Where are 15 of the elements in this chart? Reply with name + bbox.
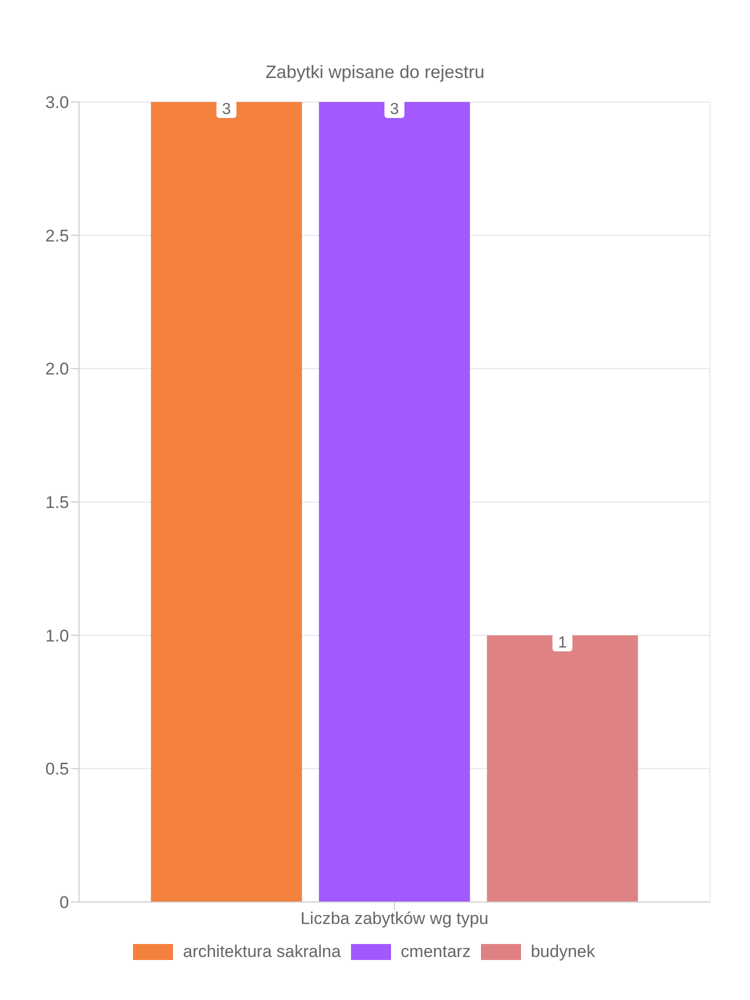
legend-label: budynek xyxy=(530,942,595,962)
y-tick-label: 3.0 xyxy=(45,93,69,112)
legend-label: architektura sakralna xyxy=(182,942,341,962)
y-tick-label: 0.5 xyxy=(45,760,69,779)
data-label: 3 xyxy=(222,101,231,118)
y-tick-label: 1.0 xyxy=(45,626,69,646)
y-tick-label: 2.0 xyxy=(45,360,69,379)
data-label: 3 xyxy=(390,101,399,118)
chart-title: Zabytki wpisane do rejestru xyxy=(264,62,486,84)
data-label: 1 xyxy=(558,634,567,652)
y-tick-label: 2.5 xyxy=(45,226,69,246)
legend-label: cmentarz xyxy=(400,942,471,962)
y-tick-label: 0 xyxy=(60,893,69,912)
y-tick-label: 1.5 xyxy=(45,493,69,512)
x-tick-label: Liczba zabytków wg typu xyxy=(300,909,489,928)
